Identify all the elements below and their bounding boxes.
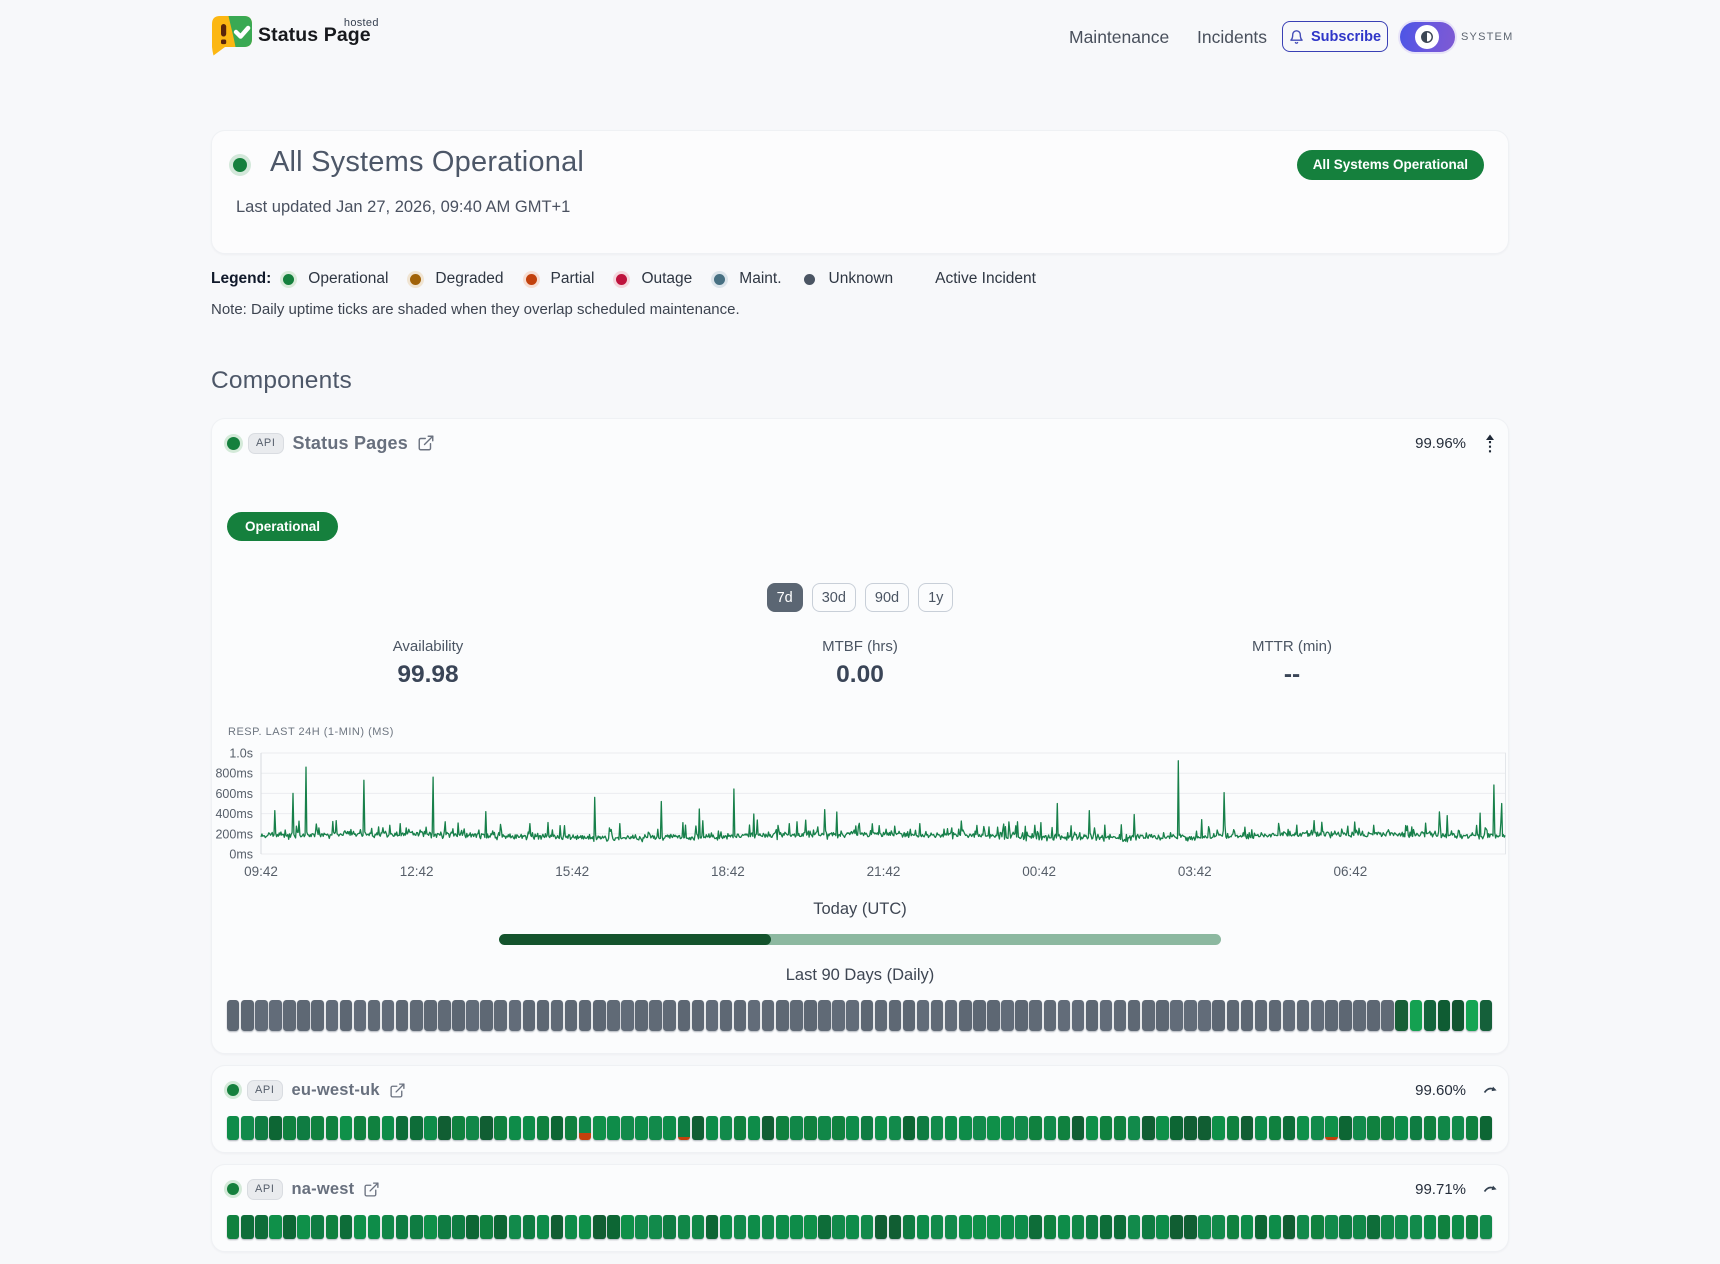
svg-text:00:42: 00:42 — [1022, 864, 1056, 879]
svg-text:21:42: 21:42 — [867, 864, 901, 879]
svg-text:800ms: 800ms — [215, 767, 253, 781]
svg-text:200ms: 200ms — [215, 827, 253, 841]
svg-text:06:42: 06:42 — [1334, 864, 1368, 879]
svg-text:400ms: 400ms — [215, 807, 253, 821]
svg-text:15:42: 15:42 — [555, 864, 589, 879]
svg-text:09:42: 09:42 — [244, 864, 278, 879]
svg-text:18:42: 18:42 — [711, 864, 745, 879]
svg-text:1.0s: 1.0s — [229, 747, 253, 761]
svg-text:0ms: 0ms — [229, 848, 253, 862]
svg-text:03:42: 03:42 — [1178, 864, 1212, 879]
svg-text:12:42: 12:42 — [400, 864, 434, 879]
svg-text:600ms: 600ms — [215, 787, 253, 801]
